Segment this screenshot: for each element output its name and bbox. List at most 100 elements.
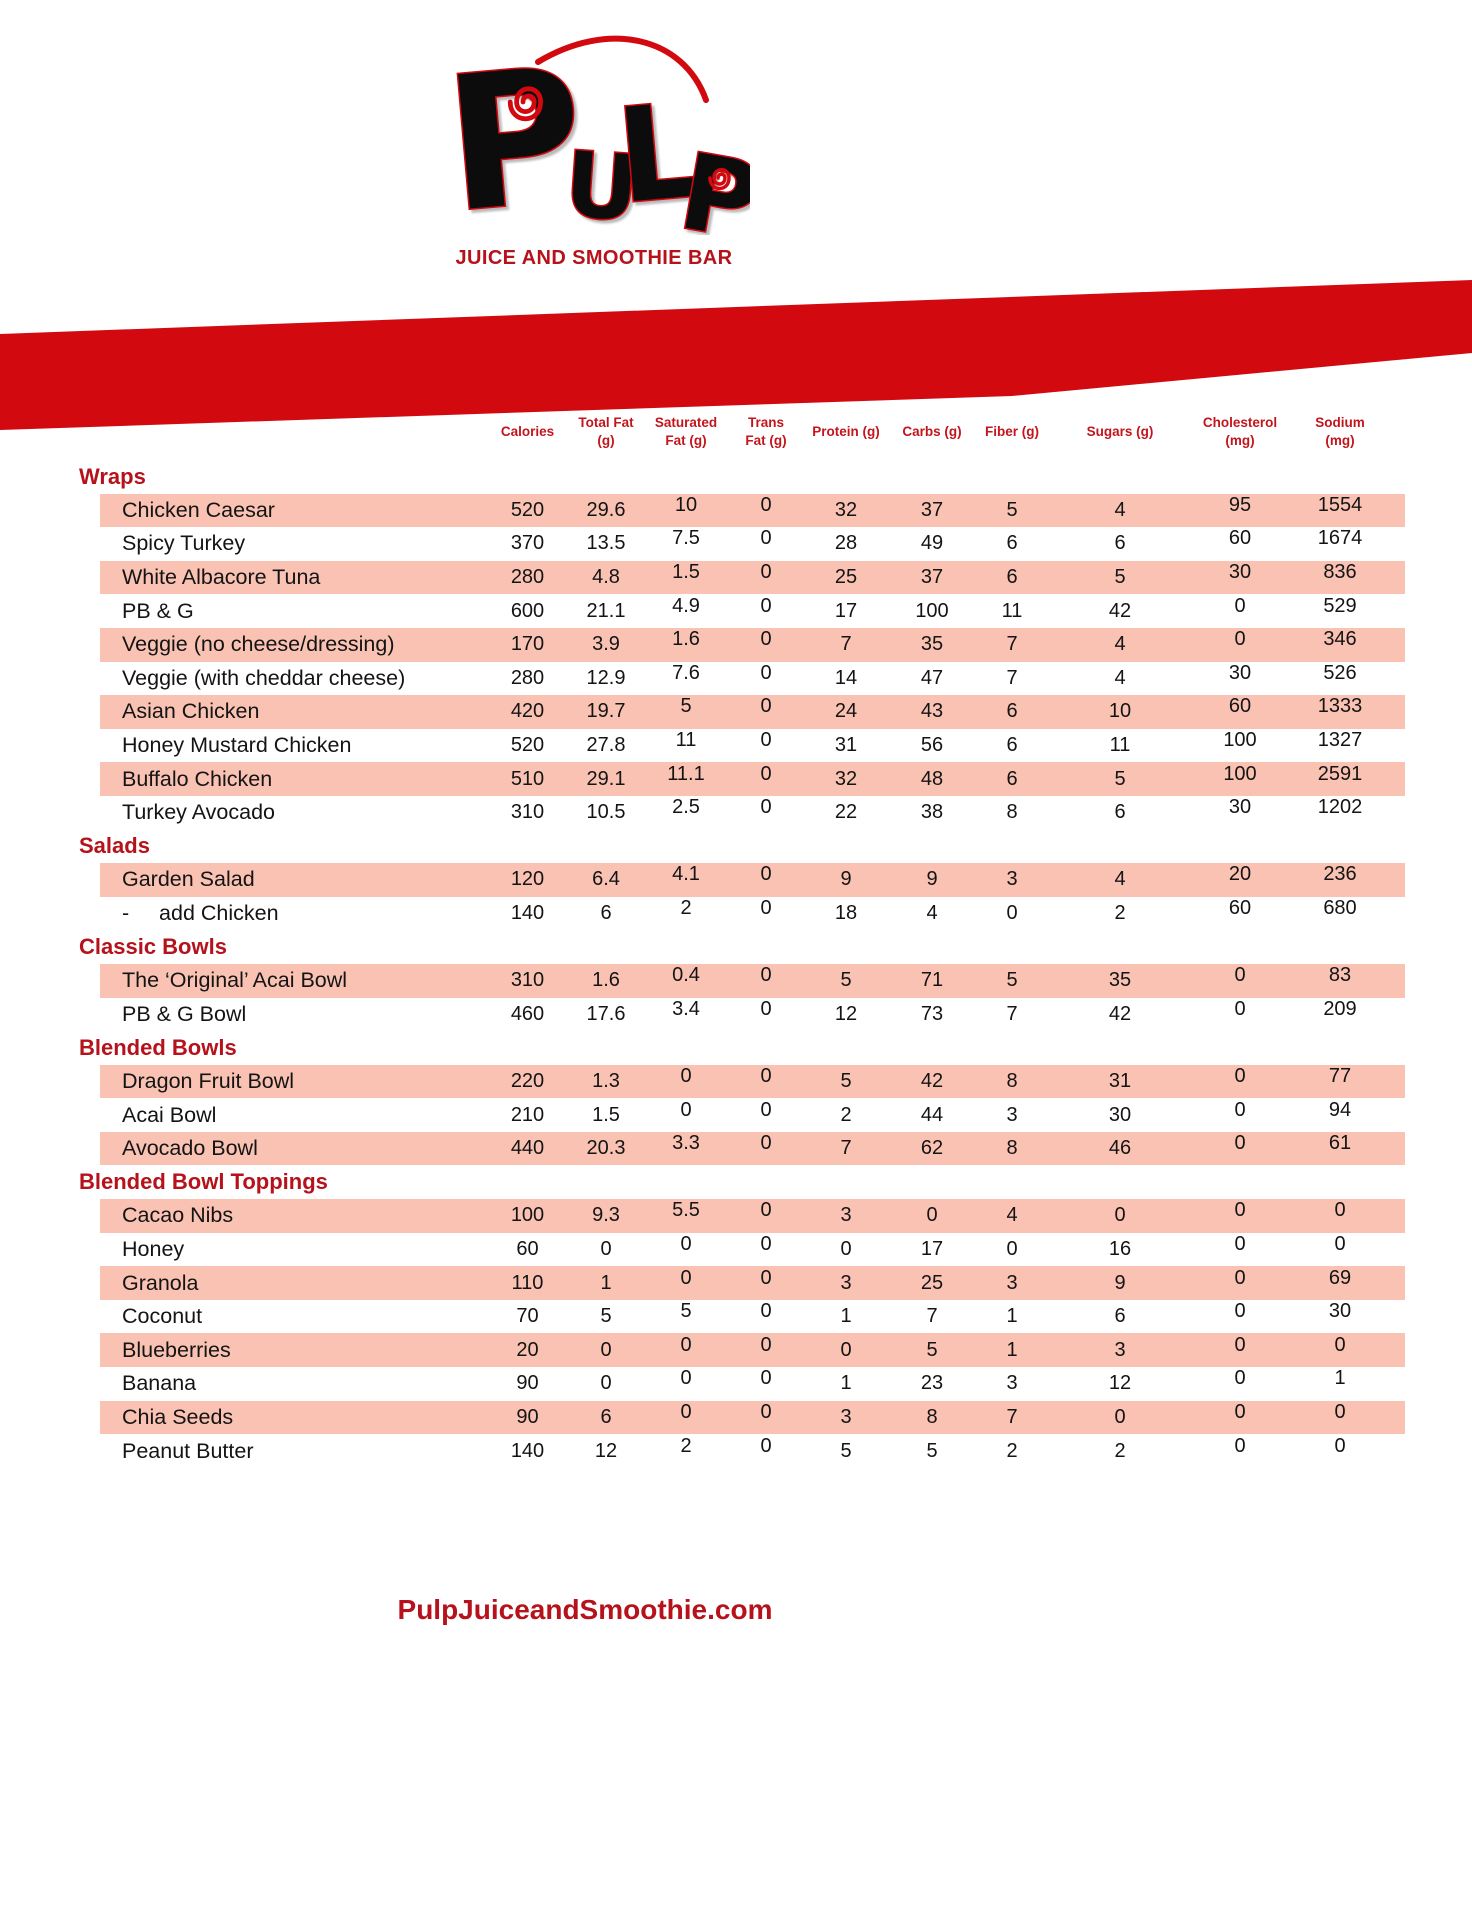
value-cell: 6 (1006, 767, 1018, 790)
value-cell: 29.1 (586, 767, 626, 790)
value-cell: 11.1 (667, 762, 705, 785)
value-cell: 6 (1114, 532, 1126, 555)
value-cell: 526 (1323, 661, 1357, 684)
value-cell: 0 (760, 762, 772, 785)
value-cell: 0 (760, 561, 772, 584)
value-cell: 0 (1234, 997, 1246, 1020)
value-cell: 1 (1006, 1338, 1018, 1361)
value-cell: 5 (680, 695, 692, 718)
value-cell: 3 (840, 1405, 852, 1428)
value-cell: 24 (834, 700, 858, 723)
value-cell: 3 (1114, 1338, 1126, 1361)
value-cell: 77 (1328, 1064, 1352, 1087)
value-cell: 520 (510, 734, 545, 757)
value-cell: 3 (1006, 868, 1018, 891)
value-cell: 90 (516, 1405, 539, 1428)
value-cell: 0 (600, 1338, 612, 1361)
value-cell: 42 (1108, 1002, 1132, 1025)
value-cell: 0 (1334, 1434, 1346, 1457)
value-cell: 0 (760, 493, 772, 516)
value-cell: 37 (920, 566, 944, 589)
value-cell: 14 (834, 666, 858, 689)
value-cell: 32 (834, 498, 858, 521)
value-cell: 4 (1114, 633, 1126, 656)
value-cell: 20.3 (586, 1137, 626, 1160)
value-cell: 0 (760, 1367, 772, 1390)
logo-letters: P U L P (437, 25, 771, 265)
value-cell: 5 (1006, 498, 1018, 521)
value-cell: 3.3 (672, 1132, 700, 1155)
value-cell: 0 (760, 1132, 772, 1155)
value-cell: 0 (680, 1367, 692, 1390)
value-cell: 6 (1114, 801, 1126, 824)
value-cell: 22 (834, 801, 858, 824)
value-cell: 17.6 (586, 1002, 626, 1025)
row-name: Coconut (122, 1304, 203, 1329)
value-cell: 1327 (1317, 729, 1363, 752)
value-cell: 29.6 (586, 498, 626, 521)
table-row: PB & G 600 21.1 4.9 0 17 100 11 42 0 529 (100, 594, 1405, 628)
value-cell: 18 (834, 902, 858, 925)
value-cell: 6.4 (592, 868, 620, 891)
value-cell: 8 (1006, 801, 1018, 824)
value-cell: 5 (600, 1305, 612, 1328)
value-cell: 680 (1323, 897, 1357, 920)
value-cell: 9 (926, 868, 938, 891)
value-cell: 440 (510, 1137, 545, 1160)
table-row: Veggie (with cheddar cheese) 280 12.9 7.6 0 1… (100, 662, 1405, 696)
row-name: Peanut Butter (122, 1438, 254, 1463)
value-cell: 2 (1006, 1439, 1018, 1462)
value-cell: 280 (510, 666, 545, 689)
value-cell: 0 (840, 1338, 852, 1361)
value-cell: 5 (1114, 767, 1126, 790)
value-cell: 0 (760, 897, 772, 920)
value-cell: 0 (1006, 1237, 1018, 1260)
value-cell: 0 (1234, 1400, 1246, 1423)
value-cell: 6 (600, 902, 612, 925)
table-row: Asian Chicken 420 19.7 5 0 24 43 6 10 60 1333 (100, 695, 1405, 729)
value-cell: 44 (920, 1103, 944, 1126)
row-name: White Albacore Tuna (122, 565, 321, 590)
value-cell: 32 (834, 767, 858, 790)
row-name: - add Chicken (122, 901, 279, 926)
value-cell: 600 (510, 599, 545, 622)
pulp-logo: P U L P (437, 25, 771, 265)
value-cell: 0 (760, 1434, 772, 1457)
value-cell: 1.5 (592, 1103, 620, 1126)
value-cell: 1 (1334, 1367, 1346, 1390)
website-link[interactable]: PulpJuiceandSmoothie.com (397, 1594, 773, 1625)
value-cell: 100 (915, 599, 949, 622)
logo-swoosh (535, 35, 709, 103)
row-name: Avocado Bowl (122, 1136, 258, 1161)
value-cell: 1333 (1317, 695, 1363, 718)
value-cell: 25 (920, 1271, 944, 1294)
value-cell: 0 (600, 1372, 612, 1395)
value-cell: 7 (1006, 1405, 1018, 1428)
value-cell: 7.6 (672, 661, 700, 684)
value-cell: 13.5 (586, 532, 626, 555)
value-cell: 209 (1323, 997, 1357, 1020)
value-cell: 46 (1108, 1137, 1132, 1160)
value-cell: 3 (1006, 1271, 1018, 1294)
value-cell: 11 (1109, 734, 1131, 757)
table-body: Wraps Chicken Caesar 520 29.6 10 0 32 37 5 4 95 155… (75, 460, 1405, 1468)
value-cell: 0 (1234, 1333, 1246, 1356)
section-title: Salads (79, 833, 150, 859)
table-row: Garden Salad 120 6.4 4.1 0 9 9 3 4 20 236 (100, 863, 1405, 897)
table-row: Granola 110 1 0 0 3 25 3 9 0 69 (100, 1266, 1405, 1300)
value-cell: 0 (760, 527, 772, 550)
value-cell: 23 (920, 1372, 944, 1395)
value-cell: 7.5 (672, 527, 700, 550)
row-name: Asian Chicken (122, 699, 260, 724)
value-cell: 310 (510, 801, 545, 824)
value-cell: 0 (760, 1098, 772, 1121)
value-cell: 2 (840, 1103, 852, 1126)
value-cell: 11 (1001, 599, 1023, 622)
table-row: Veggie (no cheese/dressing) 170 3.9 1.6 0 7 35… (100, 627, 1405, 662)
value-cell: 0 (760, 594, 772, 617)
value-cell: 0 (760, 1199, 772, 1222)
row-name: Granola (122, 1270, 199, 1295)
value-cell: 20 (516, 1338, 539, 1361)
value-cell: 1.3 (592, 1069, 620, 1092)
row-name: The ‘Original’ Acai Bowl (122, 968, 348, 993)
